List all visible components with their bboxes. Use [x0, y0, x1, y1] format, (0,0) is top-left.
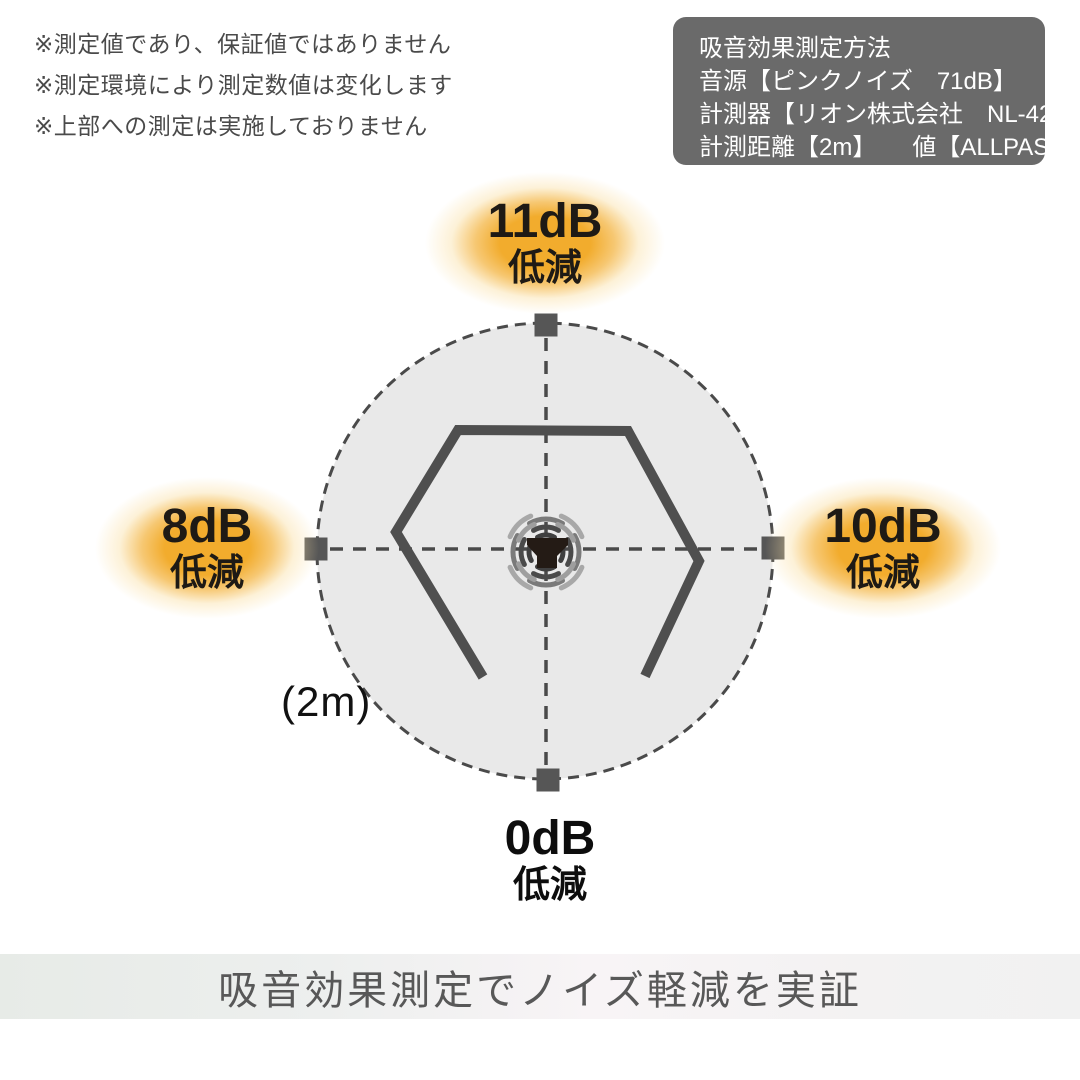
measurement-marker-bottom	[536, 768, 560, 792]
partition-outline	[390, 424, 705, 680]
disclaimer-line: ※上部への測定は実施しておりません	[34, 113, 428, 139]
banner-text: 吸音効果測定でノイズ軽減を実証	[218, 968, 862, 1013]
method-box-row: 計測器【リオン株式会社 NL-42】	[699, 101, 1077, 128]
method-box-row: 計測距離【2m】 値【ALLPASS】	[699, 134, 1080, 161]
method-box-title: 吸音効果測定方法	[699, 35, 891, 62]
disclaimer-notes: ※測定値であり、保証値ではありません ※測定環境により測定数値は変化します ※上…	[34, 24, 453, 147]
measurement-marker-top	[534, 313, 558, 337]
measurement-marker-right	[761, 536, 785, 560]
distance-label: (2m)	[281, 678, 372, 725]
measurement-method-box: 吸音効果測定方法 音源【ピンクノイズ 71dB】 計測器【リオン株式会社 NL-…	[673, 17, 1080, 165]
bottom-banner: 吸音効果測定でノイズ軽減を実証	[0, 954, 1080, 1019]
disclaimer-line: ※測定環境により測定数値は変化します	[34, 72, 453, 98]
disclaimer-line: ※測定値であり、保証値ではありません	[34, 31, 452, 57]
speaker-icon	[527, 538, 568, 568]
method-box-row: 音源【ピンクノイズ 71dB】	[699, 68, 1017, 95]
measurement-marker-left	[304, 537, 328, 561]
